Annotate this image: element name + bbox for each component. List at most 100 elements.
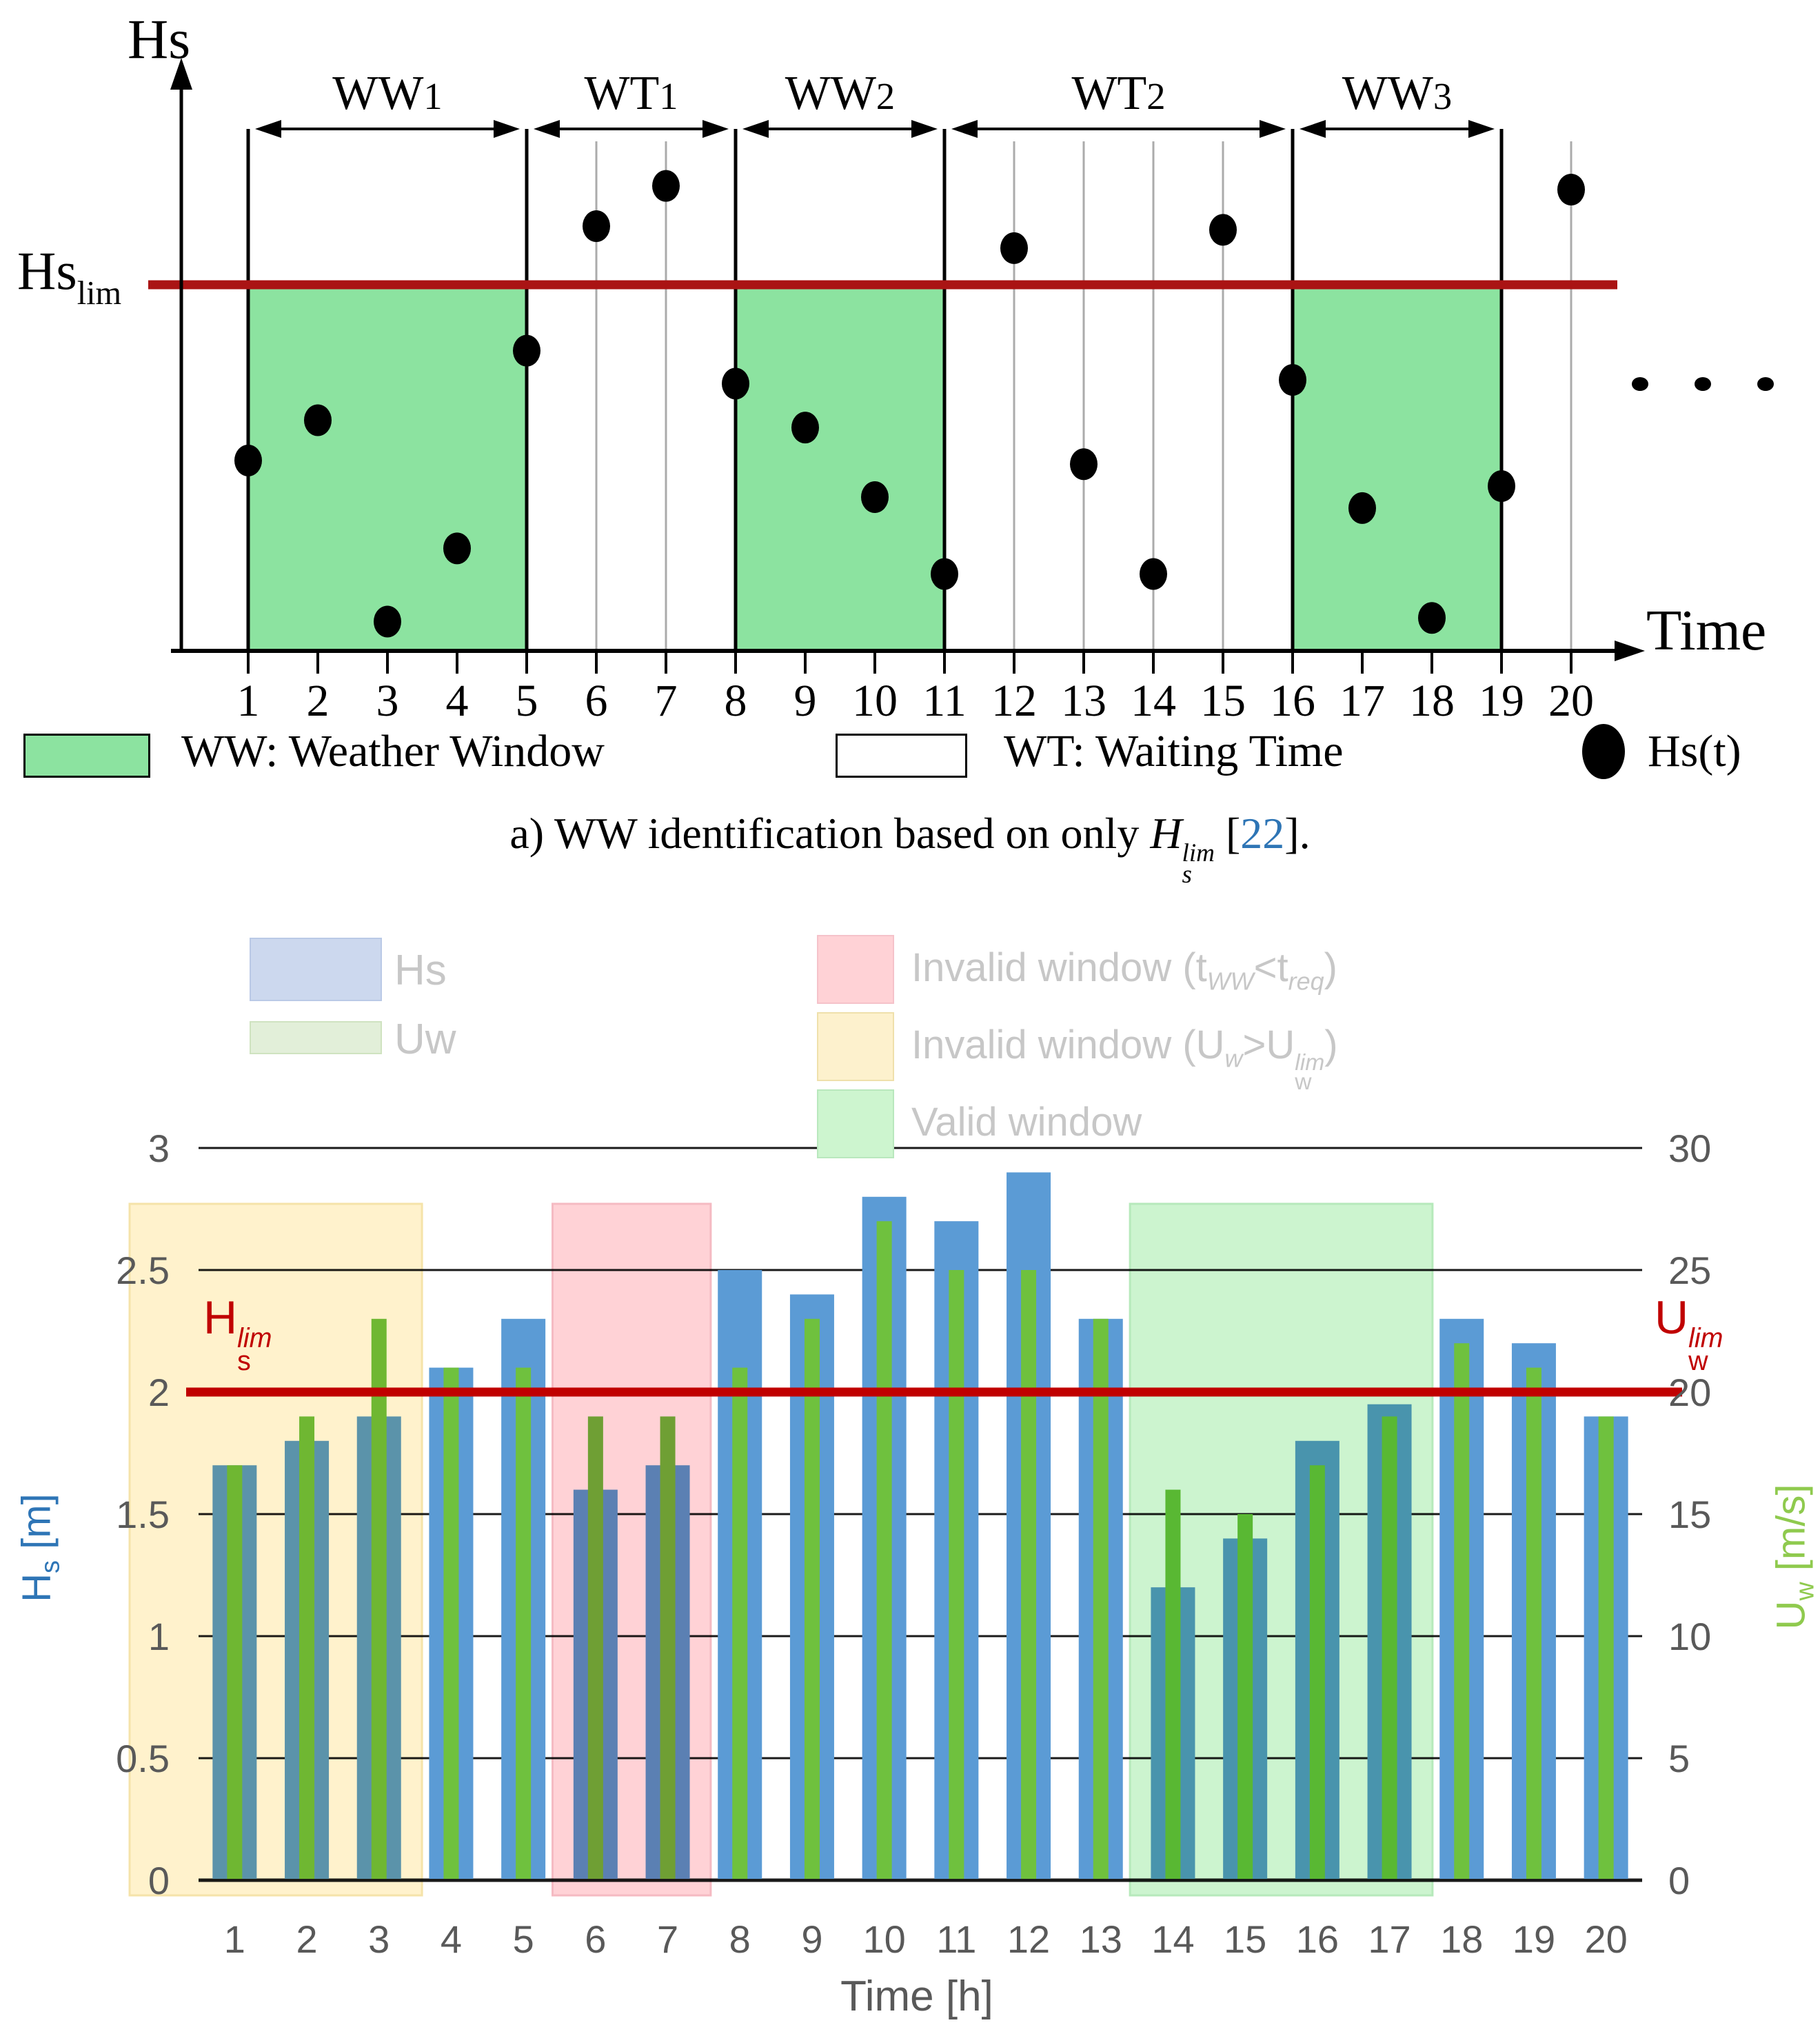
left-axis-sub: s	[35, 1560, 65, 1573]
bar-uw	[1093, 1318, 1109, 1879]
legend-uw-label: Uw	[394, 1016, 456, 1063]
x-tick-label: 3	[376, 676, 399, 724]
hs-point	[1279, 364, 1306, 396]
panel-b-x-axis-title: Time [h]	[840, 1973, 993, 2020]
hs-point	[1418, 602, 1446, 634]
hs-point	[1140, 558, 1167, 590]
window-arrowhead-left	[951, 120, 978, 138]
caption-citation-link[interactable]: 22	[1240, 809, 1285, 858]
x-axis-arrowhead	[1615, 641, 1645, 661]
x-tick-label: 9	[794, 676, 817, 724]
x-tick-label: 4	[446, 676, 469, 724]
right-tick-label: 5	[1668, 1737, 1690, 1780]
bar-uw	[804, 1318, 820, 1879]
left-tick-label: 1	[148, 1615, 170, 1658]
x-tick-label: 16	[1296, 1917, 1339, 1961]
window-label-WW2: WW2	[785, 67, 896, 120]
hs-point	[1488, 470, 1515, 503]
legend-hs-label: Hs	[394, 947, 447, 994]
bar-uw	[1021, 1270, 1037, 1879]
hs-point	[1070, 448, 1098, 481]
weather-window-legend-swatch	[23, 734, 150, 778]
uw-lim-annotation-script: lim w	[1688, 1324, 1723, 1374]
legend-invalid-uw-t2: >U	[1242, 1022, 1295, 1067]
x-tick-label: 1	[224, 1917, 245, 1961]
x-tick-label: 5	[516, 676, 538, 724]
left-tick-label: 2.5	[116, 1249, 170, 1292]
window-arrowhead-right	[494, 120, 520, 138]
region-invalid_short	[552, 1202, 712, 1897]
legend-valid-swatch	[817, 1089, 894, 1158]
right-tick-label: 0	[1668, 1859, 1690, 1902]
right-axis-base: U	[1768, 1600, 1814, 1630]
x-tick-label: 17	[1339, 676, 1385, 724]
legend-invalid-uw-t4: )	[1324, 1022, 1338, 1067]
window-label-WW3: WW3	[1342, 67, 1453, 120]
window-label-WT2: WT2	[1071, 67, 1166, 120]
x-tick-label: 9	[801, 1917, 822, 1961]
x-tick-label: 15	[1200, 676, 1246, 724]
bar-uw	[876, 1221, 892, 1879]
x-tick-label: 15	[1224, 1917, 1266, 1961]
x-tick-label: 10	[863, 1917, 906, 1961]
x-tick-label: 6	[585, 676, 608, 724]
hs-point	[1209, 214, 1237, 246]
waiting-time-legend-swatch	[836, 734, 967, 778]
legend-invalid-short-label: Invalid window (tWW<treq)	[911, 945, 1337, 996]
hs-point-legend-swatch	[1582, 724, 1625, 779]
right-axis-unit: [m/s]	[1768, 1484, 1814, 1582]
x-tick-label: 11	[936, 1917, 976, 1961]
left-tick-label: 0.5	[116, 1737, 170, 1780]
uw-lim-annotation-base: U	[1655, 1291, 1689, 1344]
hs-point	[1000, 232, 1028, 264]
bar-uw	[949, 1270, 964, 1879]
hs-lim-base: Hs	[17, 241, 77, 301]
hs-point	[443, 532, 471, 565]
x-tick-label: 12	[991, 676, 1037, 724]
window-label-WW1: WW1	[332, 67, 443, 120]
hs-point	[931, 558, 958, 590]
hs-point	[652, 170, 680, 202]
legend-invalid-short-t3: req	[1288, 967, 1324, 996]
x-tick-label: 20	[1548, 676, 1594, 724]
caption-text: a) WW identification based on only	[509, 809, 1151, 858]
left-tick-label: 0	[148, 1859, 170, 1902]
bar-uw	[443, 1367, 459, 1879]
hs-lim-annotation-base: H	[203, 1291, 238, 1344]
x-tick-label: 2	[296, 1917, 317, 1961]
left-tick-label: 2	[148, 1371, 170, 1414]
legend-invalid-uw-t1: w	[1224, 1044, 1243, 1073]
region-valid	[1129, 1202, 1434, 1897]
x-tick-label: 14	[1151, 1917, 1194, 1961]
x-tick-label: 11	[922, 676, 967, 724]
right-tick-label: 15	[1668, 1493, 1711, 1536]
hs-point	[791, 412, 819, 444]
left-tick-label: 1.5	[116, 1493, 170, 1536]
x-tick-label: 10	[852, 676, 898, 724]
hs-point	[1557, 173, 1585, 205]
caption-math-sup: lim	[1182, 838, 1215, 867]
continuation-dot	[1695, 377, 1711, 391]
right-tick-label: 20	[1668, 1371, 1711, 1414]
x-tick-label: 19	[1479, 676, 1524, 724]
caption-math-sub: s	[1182, 860, 1192, 889]
legend-valid-label: Valid window	[911, 1100, 1142, 1145]
right-axis-sub: w	[1790, 1582, 1819, 1601]
panel-a-hs-lim-label: Hslim	[17, 240, 121, 312]
hs-point	[1348, 492, 1376, 524]
x-tick-label: 16	[1270, 676, 1315, 724]
x-tick-label: 8	[729, 1917, 751, 1961]
window-arrowhead-right	[1468, 120, 1495, 138]
continuation-dot	[1757, 377, 1774, 391]
x-tick-label: 19	[1513, 1917, 1555, 1961]
right-tick-label: 30	[1668, 1127, 1711, 1170]
panel-a-plot: 1 2 3 4 5 6 7 8 9 10 11 12 13 14 15 16 17 18 19 20	[148, 58, 1774, 724]
legend-invalid-short-t0: Invalid window (t	[911, 945, 1207, 990]
hs-point-legend-label: Hs(t)	[1648, 726, 1741, 776]
hs-point	[513, 334, 540, 367]
legend-invalid-uw-sub: w	[1295, 1069, 1312, 1096]
